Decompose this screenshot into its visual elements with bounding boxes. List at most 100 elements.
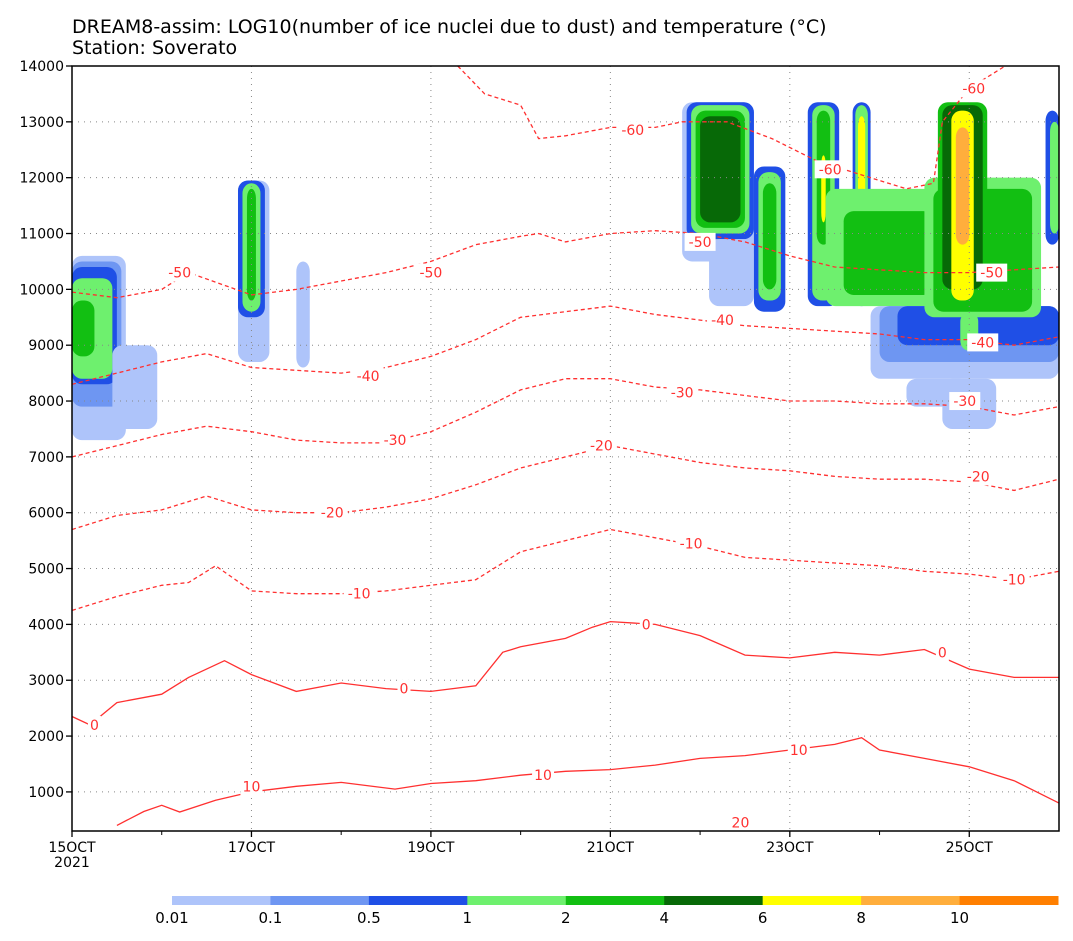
contour-label: -20	[590, 439, 613, 455]
temperature-contours	[72, 66, 1059, 826]
contour-label-bg	[976, 263, 1008, 282]
contour-line-minus20	[72, 445, 1059, 531]
contour-label-bg	[949, 392, 981, 411]
contour-line-minus10	[72, 528, 1059, 612]
contour-label: -30	[671, 386, 694, 402]
x-tick-label: 21OCT	[587, 840, 635, 856]
contour-label: -20	[967, 469, 990, 485]
ice-nuclei-shading	[72, 102, 1059, 441]
x-tick-label: 19OCT	[407, 840, 455, 856]
x-tick-year-label: 2021	[54, 855, 90, 871]
ice-nuclei-cell	[709, 239, 754, 307]
contour-label-bg	[935, 643, 949, 662]
colorbar-swatch	[172, 896, 271, 905]
contour-label-bg	[164, 263, 196, 282]
colorbar-label: 10	[950, 909, 969, 927]
ice-nuclei-cell	[1050, 121, 1059, 234]
contour-label: 0	[938, 645, 947, 661]
contour-label: 10	[790, 743, 808, 759]
ice-nuclei-cell	[112, 345, 158, 429]
ice-nuclei-cell	[700, 116, 741, 223]
contour-label-bg	[316, 503, 348, 522]
y-tick-label: 11000	[19, 227, 64, 243]
contour-label-bg	[397, 679, 411, 698]
contour-label: 0	[400, 682, 409, 698]
contour-line-minus30	[72, 378, 1059, 458]
contour-labels: 20 10 10 10 0 0 0 0 -10 -10 -10 -20 -20 -20 -30 -30 -30 -…	[87, 79, 1030, 832]
contour-label-bg	[684, 232, 716, 251]
colorbar-label: 0.5	[357, 909, 381, 927]
contour-label-bg	[343, 584, 375, 603]
contour-label-bg	[379, 431, 411, 450]
contour-line-minus60	[457, 66, 1006, 190]
contour-label-bg	[787, 741, 810, 760]
y-tick-label: 6000	[28, 506, 64, 522]
contour-label: -60	[621, 123, 644, 139]
colorbar-label: 4	[659, 909, 669, 927]
contour-line-0	[72, 620, 1059, 726]
colorbar-label: 0.01	[155, 909, 188, 927]
contour-label: 10	[243, 779, 261, 795]
x-tick-label: 17OCT	[228, 840, 276, 856]
colorbar-swatch	[861, 896, 961, 905]
ice-nuclei-cell	[955, 127, 970, 245]
colorbar-swatch	[368, 896, 468, 905]
ice-nuclei-cell	[246, 188, 256, 301]
contour-label-bg	[585, 436, 617, 455]
contour-label-bg	[639, 615, 653, 634]
contour-label-bg	[352, 366, 384, 385]
contour-label-bg	[87, 715, 101, 734]
contour-label: -10	[680, 536, 703, 552]
colorbar: 0.01 0.1 0.5 1 2 4 6 8 10	[155, 896, 1059, 927]
x-tick-label: 25OCT	[946, 840, 994, 856]
ice-nuclei-cell	[72, 300, 95, 357]
contour-label-bg	[967, 333, 999, 352]
grid-lines	[71, 65, 1059, 831]
contour-label: -10	[1003, 573, 1026, 589]
y-axis: 1000 2000 3000 4000 5000 6000 7000 8000 9000 1000…	[19, 59, 72, 801]
contour-label-bg	[998, 570, 1030, 589]
contour-label-bg	[532, 766, 555, 785]
chart-title: DREAM8-assim: LOG10(number of ice nuclei…	[72, 16, 827, 38]
colorbar-label: 0.1	[259, 909, 283, 927]
colorbar-swatch	[467, 896, 567, 905]
colorbar-swatch	[270, 896, 370, 905]
contour-label-bg	[617, 121, 649, 140]
y-tick-label: 14000	[19, 59, 64, 75]
y-tick-label: 7000	[28, 450, 64, 466]
ice-nuclei-cell	[843, 211, 934, 295]
colorbar-label: 8	[856, 909, 866, 927]
contour-label-bg	[958, 79, 990, 98]
contour-label: -50	[419, 266, 442, 282]
colorbar-swatch	[565, 896, 665, 905]
contour-label-bg	[729, 813, 752, 832]
contour-label: -40	[711, 313, 734, 329]
ice-nuclei-cell	[296, 261, 310, 368]
contour-line-minus50	[72, 230, 1059, 299]
colorbar-label: 2	[561, 909, 571, 927]
plot-frame	[71, 65, 1060, 832]
contour-label-bg	[814, 160, 846, 179]
y-tick-label: 12000	[19, 171, 64, 187]
y-tick-label: 5000	[28, 562, 64, 578]
contour-label: -30	[953, 394, 976, 410]
contour-label-bg	[675, 534, 707, 553]
contour-label: -40	[357, 369, 380, 385]
x-tick-label: 15OCT	[48, 840, 96, 856]
colorbar-label: 6	[758, 909, 768, 927]
y-tick-label: 9000	[28, 338, 64, 354]
contour-label-bg	[962, 467, 994, 486]
contour-label: 10	[534, 768, 552, 784]
y-tick-label: 8000	[28, 394, 64, 410]
y-tick-label: 3000	[28, 673, 64, 689]
y-tick-label: 13000	[19, 115, 64, 131]
contour-label-bg	[415, 263, 447, 282]
contour-label: -10	[348, 587, 371, 603]
contour-label: 0	[90, 718, 99, 734]
chart-subtitle: Station: Soverato	[72, 37, 237, 59]
contour-label: -50	[980, 266, 1003, 282]
contour-label-bg	[240, 777, 263, 796]
